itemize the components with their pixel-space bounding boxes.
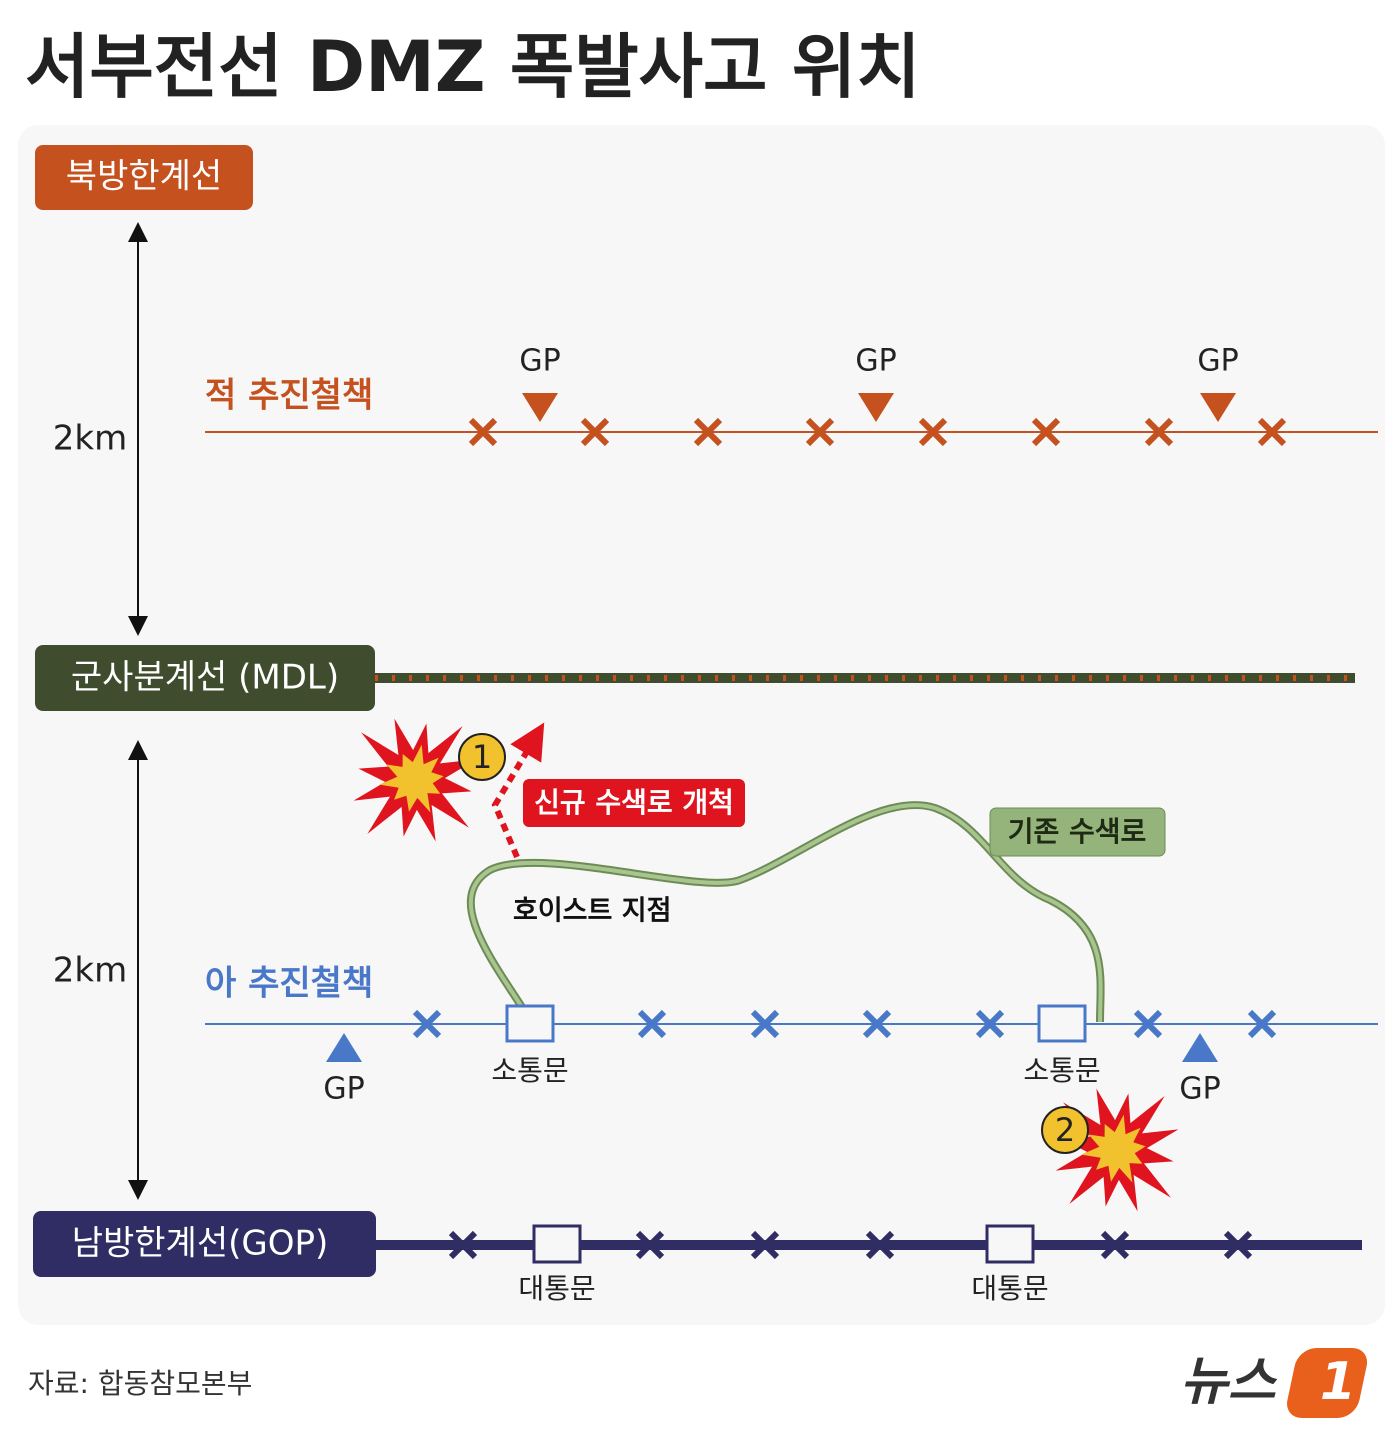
mdl-box (35, 645, 375, 711)
logo-text: 뉴스 (1180, 1352, 1278, 1412)
fence-cross (862, 1009, 892, 1039)
gop-label: 남방한계선(GOP) (72, 1224, 329, 1264)
incident-number: 1 (472, 738, 492, 776)
gp-marker (326, 1033, 362, 1062)
north-line-box (35, 145, 253, 210)
panel (18, 125, 1385, 1325)
logo-mark (1287, 1348, 1368, 1418)
incident-badge (458, 733, 506, 781)
large-gate-label: 대통문 (971, 1272, 1048, 1305)
logo-number: 1 (1320, 1352, 1356, 1412)
fence-cross (805, 417, 835, 447)
small-gate (1037, 1004, 1087, 1043)
small-gate-label: 소통문 (491, 1054, 568, 1087)
hoist-label: 호이스트 지점 (513, 896, 671, 927)
existing-route (468, 803, 1103, 1023)
fence-cross (635, 1230, 665, 1260)
our-fence-label: 아 추진철책 (205, 964, 373, 1004)
large-gate (985, 1224, 1035, 1264)
small-gate-label: 소통문 (1023, 1054, 1100, 1087)
title: 서부전선 DMZ 폭발사고 위치 (25, 26, 921, 108)
small-gate (505, 1004, 555, 1043)
north-line-label: 북방한계선 (66, 157, 222, 197)
fence-cross (1247, 1009, 1277, 1039)
fence-cross (1133, 1009, 1163, 1039)
gp-label: GP (1179, 1072, 1220, 1107)
new-route-label: 신규 수색로 개척 (534, 786, 734, 819)
fence-cross (580, 417, 610, 447)
existing-route-label: 기존 수색로 (1008, 815, 1147, 848)
gp-label: GP (519, 344, 560, 379)
fence-cross (1100, 1230, 1130, 1260)
mdl-label: 군사분계선 (MDL) (71, 658, 339, 698)
large-gate-label: 대통문 (518, 1272, 595, 1305)
fence-cross (750, 1230, 780, 1260)
fence-cross (1144, 417, 1174, 447)
gp-marker (1200, 393, 1236, 422)
gp-marker (1182, 1033, 1218, 1062)
large-gate (532, 1224, 582, 1264)
gp-marker (858, 393, 894, 422)
gp-label: GP (855, 344, 896, 379)
new-route-box (523, 779, 745, 827)
fence-cross (468, 417, 498, 447)
fence-cross (1031, 417, 1061, 447)
fence-cross (975, 1009, 1005, 1039)
explosion (379, 744, 444, 813)
enemy-fence-label: 적 추진철책 (205, 376, 373, 416)
source: 자료: 합동참모본부 (28, 1367, 252, 1400)
fence-cross (918, 417, 948, 447)
fence-cross (865, 1230, 895, 1260)
distance-label: 2km (53, 951, 127, 991)
incident-badge (1041, 1106, 1089, 1154)
new-route (491, 722, 545, 859)
fence-cross (750, 1009, 780, 1039)
explosion (1081, 1114, 1146, 1183)
distance-label: 2km (53, 419, 127, 459)
gp-label: GP (323, 1072, 364, 1107)
gp-marker (522, 393, 558, 422)
existing-route-box (989, 807, 1166, 857)
fence-cross (448, 1230, 478, 1260)
incident-number: 2 (1055, 1111, 1075, 1149)
fence-cross (412, 1009, 442, 1039)
fence-cross (693, 417, 723, 447)
fence-cross (637, 1009, 667, 1039)
fence-cross (1223, 1230, 1253, 1260)
gp-label: GP (1197, 344, 1238, 379)
fence-cross (1257, 417, 1287, 447)
gop-box (33, 1211, 376, 1277)
